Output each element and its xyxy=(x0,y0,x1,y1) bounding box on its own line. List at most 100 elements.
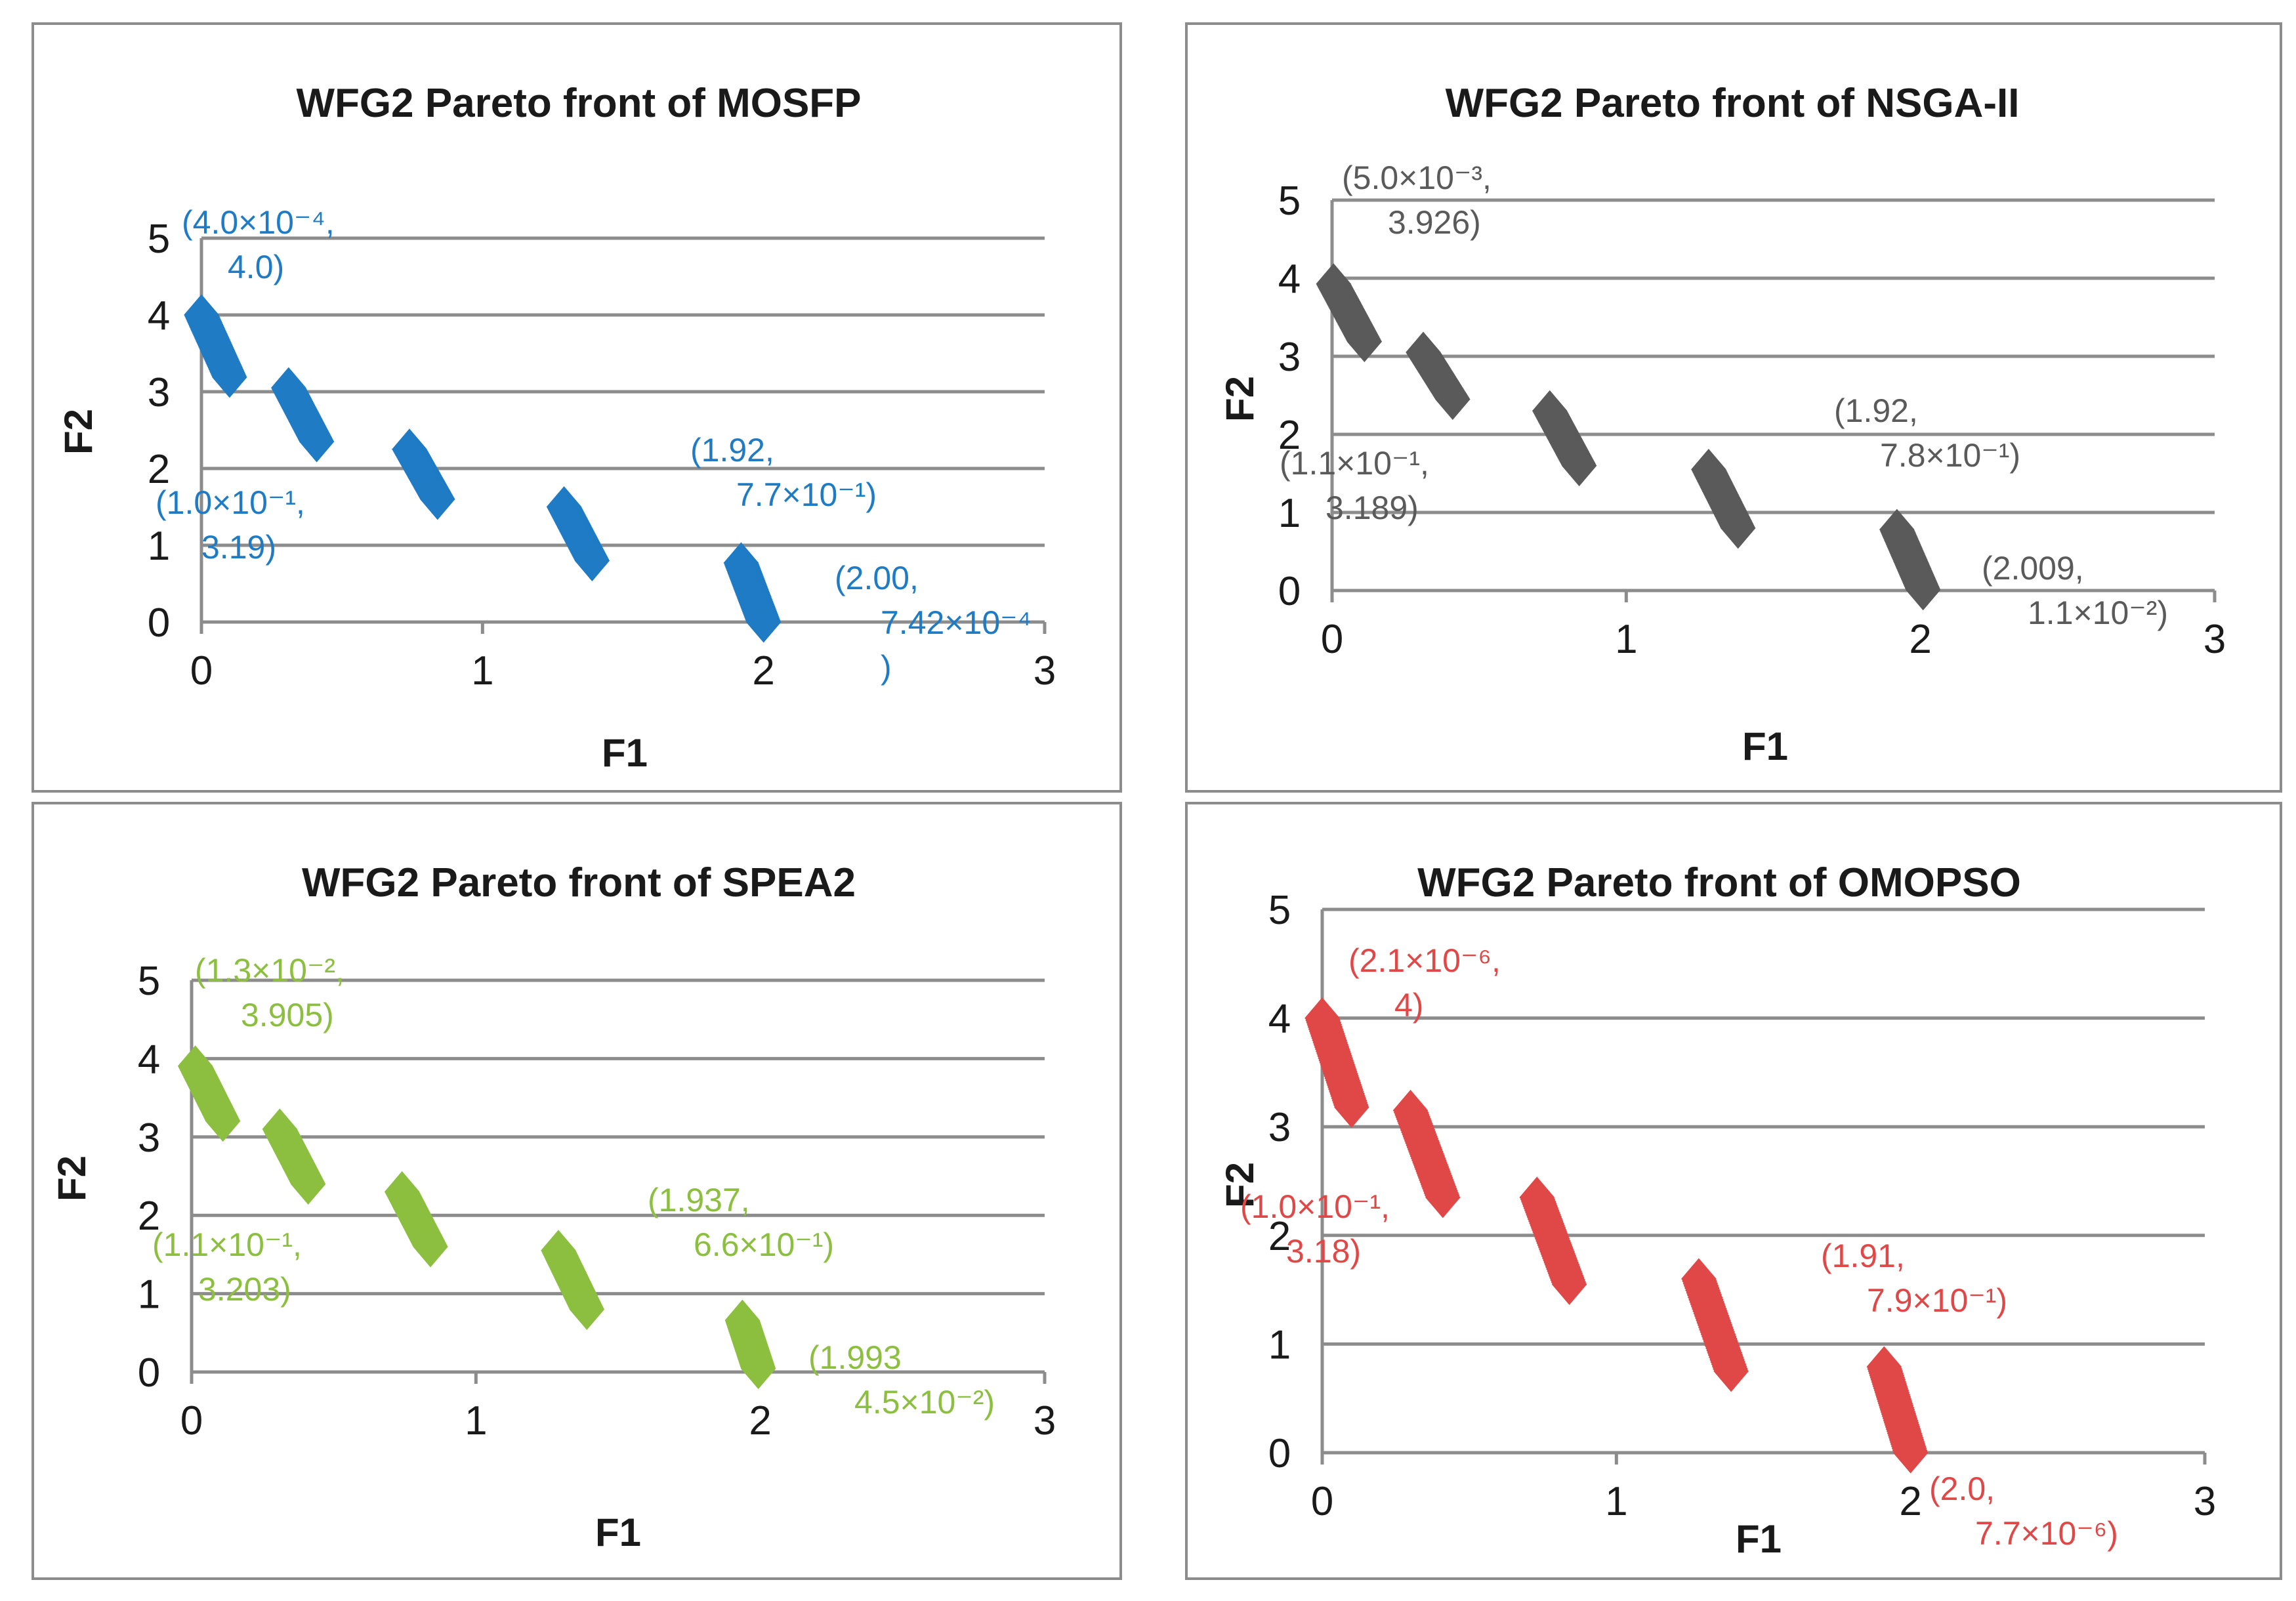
x-axis-label: F1 xyxy=(602,731,648,775)
x-axis-label: F1 xyxy=(1736,1517,1782,1561)
chart-title: WFG2 Pareto front of SPEA2 xyxy=(302,860,856,905)
point-annotation: (1.993 4.5×10⁻²) xyxy=(808,1339,995,1421)
point-annotation: (4.0×10⁻⁴, 4.0) xyxy=(182,204,335,285)
y-tick-label: 3 xyxy=(1278,335,1301,380)
x-tick-label: 3 xyxy=(1033,1398,1056,1444)
y-tick-label: 4 xyxy=(1268,997,1291,1042)
chart-title: WFG2 Pareto front of MOSFP xyxy=(296,81,861,126)
data-point xyxy=(299,421,335,463)
data-point xyxy=(740,1348,776,1390)
annotation-line: 3.905) xyxy=(241,997,334,1033)
x-axis-label: F1 xyxy=(1742,724,1788,768)
point-annotation: (2.009, 1.1×10⁻²) xyxy=(1982,550,2168,631)
chart-title: WFG2 Pareto front of OMOPSO xyxy=(1417,860,2021,905)
y-tick-label: 1 xyxy=(138,1272,160,1318)
annotation-line: 7.7×10⁻⁶) xyxy=(1975,1515,2118,1552)
x-tick-label: 0 xyxy=(1311,1479,1333,1524)
data-point xyxy=(1334,1086,1369,1128)
data-point xyxy=(1892,1432,1929,1474)
data-point xyxy=(1561,445,1597,487)
point-annotation: (1.0×10⁻¹, 3.19) xyxy=(156,484,305,566)
chart-panel-mosfp: WFG2 Pareto front of MOSFP 0 1 2 3 4 5 0 1 2 3 F1 F2… xyxy=(31,22,1122,793)
chart-title: WFG2 Pareto front of NSGA-II xyxy=(1446,81,2020,126)
data-point xyxy=(419,478,455,520)
y-axis-label: F2 xyxy=(50,1155,94,1201)
data-point xyxy=(1905,569,1941,611)
annotation-line: (1.993 xyxy=(808,1339,902,1376)
annotation-line: 4) xyxy=(1394,987,1423,1024)
annotation-line: 3.203) xyxy=(198,1271,291,1308)
annotation-line: (1.0×10⁻¹, xyxy=(1240,1188,1390,1225)
annotation-line: 7.8×10⁻¹) xyxy=(1880,437,2020,474)
chart-svg-omopso: WFG2 Pareto front of OMOPSO 0 1 2 3 4 5 0 1 2 3 F1 F… xyxy=(1218,860,2216,1561)
y-tick-label: 4 xyxy=(138,1037,160,1082)
x-tick-label: 1 xyxy=(471,648,493,694)
annotation-line: (1.91, xyxy=(1821,1237,1905,1274)
annotation-line: 3.19) xyxy=(201,529,276,566)
y-axis-label: F2 xyxy=(56,409,100,455)
y-tick-label: 4 xyxy=(1278,257,1301,302)
point-annotation: (1.92, 7.7×10⁻¹) xyxy=(690,432,877,513)
x-tick-label: 0 xyxy=(1321,617,1343,662)
annotation-line: 3.18) xyxy=(1286,1233,1361,1270)
point-annotation: (1.3×10⁻², 3.905) xyxy=(195,952,344,1033)
y-tick-label: 3 xyxy=(138,1115,160,1161)
point-annotation: (5.0×10⁻³, 3.926) xyxy=(1342,159,1492,241)
point-annotation: (1.91, 7.9×10⁻¹) xyxy=(1821,1237,2007,1319)
chart-svg-nsga2: WFG2 Pareto front of NSGA-II 0 1 2 3 4 5 0 1 2 3 F1… xyxy=(1218,81,2226,768)
point-annotation: (2.1×10⁻⁶, 4) xyxy=(1348,942,1501,1024)
data-point xyxy=(569,1288,605,1331)
data-point xyxy=(1720,507,1756,549)
data-point xyxy=(1346,320,1383,363)
x-tick-label: 2 xyxy=(1909,617,1931,662)
chart-panel-omopso: WFG2 Pareto front of OMOPSO 0 1 2 3 4 5 0 1 2 3 F1 F… xyxy=(1185,802,2282,1580)
y-tick-label: 5 xyxy=(148,217,170,262)
x-tick-label: 2 xyxy=(1899,1479,1921,1524)
chart-svg-spea2: WFG2 Pareto front of SPEA2 0 1 2 3 4 5 0 1 2 3 F1 F2… xyxy=(50,860,1056,1554)
data-point xyxy=(205,1100,241,1142)
y-tick-label: 5 xyxy=(138,959,160,1004)
point-annotation: (1.1×10⁻¹, 3.189) xyxy=(1280,445,1429,526)
y-tick-label: 4 xyxy=(148,293,170,339)
annotation-line: (1.92, xyxy=(690,432,774,468)
chart-panel-nsga2: WFG2 Pareto front of NSGA-II 0 1 2 3 4 5 0 1 2 3 F1… xyxy=(1185,22,2282,793)
annotation-line: (1.1×10⁻¹, xyxy=(152,1226,302,1263)
y-tick-label: 2 xyxy=(138,1194,160,1239)
y-axis-label: F2 xyxy=(1218,376,1262,422)
series-nsga2 xyxy=(1316,263,1941,611)
data-point xyxy=(1713,1350,1749,1392)
y-tick-label: 1 xyxy=(148,524,170,569)
annotation-line: 3.189) xyxy=(1325,489,1419,526)
y-tick-label: 1 xyxy=(1268,1322,1291,1367)
y-tick-label: 3 xyxy=(148,370,170,415)
series-spea2 xyxy=(177,1045,776,1390)
x-tick-label: 3 xyxy=(2203,617,2226,662)
point-annotation: (1.0×10⁻¹, 3.18) xyxy=(1240,1188,1390,1270)
x-tick-label: 0 xyxy=(190,648,213,694)
data-point xyxy=(574,539,610,581)
x-axis-label: F1 xyxy=(595,1510,641,1554)
x-tick-label: 1 xyxy=(1605,1479,1627,1524)
annotation-line: 7.9×10⁻¹) xyxy=(1867,1282,2007,1319)
x-tick-label: 2 xyxy=(749,1398,771,1444)
y-tick-label: 0 xyxy=(148,600,170,646)
data-point xyxy=(1551,1263,1587,1305)
data-point xyxy=(1435,378,1471,420)
annotation-line: (2.009, xyxy=(1982,550,2084,587)
x-tick-label: 2 xyxy=(752,648,774,694)
annotation-line: (1.92, xyxy=(1834,392,1918,429)
data-point xyxy=(212,356,247,398)
x-tick-label: 3 xyxy=(1033,648,1056,694)
annotation-line: (1.937, xyxy=(648,1182,750,1218)
annotation-line: 7.42×10⁻⁴ xyxy=(881,604,1032,641)
y-tick-label: 5 xyxy=(1278,178,1301,224)
y-tick-label: 5 xyxy=(1268,888,1291,933)
annotation-line: (1.1×10⁻¹, xyxy=(1280,445,1429,482)
y-tick-label: 0 xyxy=(138,1350,160,1396)
data-point xyxy=(413,1226,448,1268)
point-annotation: (1.937, 6.6×10⁻¹) xyxy=(648,1182,834,1263)
annotation-line: 4.0) xyxy=(228,249,284,285)
annotation-line: 6.6×10⁻¹) xyxy=(694,1226,834,1263)
x-tick-label: 3 xyxy=(2194,1479,2216,1524)
point-annotation: (1.1×10⁻¹, 3.203) xyxy=(152,1226,302,1308)
